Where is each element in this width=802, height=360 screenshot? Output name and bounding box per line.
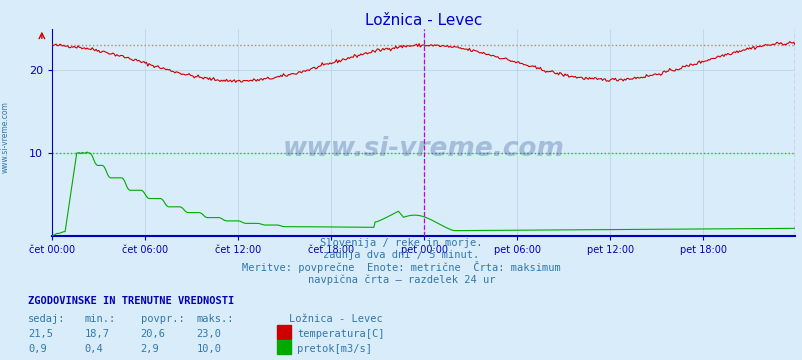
Text: temperatura[C]: temperatura[C]	[297, 329, 384, 339]
Text: min.:: min.:	[84, 314, 115, 324]
Text: ZGODOVINSKE IN TRENUTNE VREDNOSTI: ZGODOVINSKE IN TRENUTNE VREDNOSTI	[28, 296, 234, 306]
Text: Slovenija / reke in morje.: Slovenija / reke in morje.	[320, 238, 482, 248]
Text: www.si-vreme.com: www.si-vreme.com	[1, 101, 10, 173]
Text: 20,6: 20,6	[140, 329, 165, 339]
Text: povpr.:: povpr.:	[140, 314, 184, 324]
Text: Meritve: povprečne  Enote: metrične  Črta: maksimum: Meritve: povprečne Enote: metrične Črta:…	[242, 261, 560, 273]
Text: navpična črta – razdelek 24 ur: navpična črta – razdelek 24 ur	[307, 275, 495, 285]
Text: 23,0: 23,0	[196, 329, 221, 339]
Text: Ložnica - Levec: Ložnica - Levec	[289, 314, 383, 324]
Text: www.si-vreme.com: www.si-vreme.com	[282, 136, 564, 162]
Text: 21,5: 21,5	[28, 329, 53, 339]
Text: 10,0: 10,0	[196, 344, 221, 354]
Text: sedaj:: sedaj:	[28, 314, 66, 324]
Text: maks.:: maks.:	[196, 314, 234, 324]
Text: 2,9: 2,9	[140, 344, 159, 354]
Title: Ložnica - Levec: Ložnica - Levec	[364, 13, 482, 28]
Text: 0,9: 0,9	[28, 344, 47, 354]
Text: 0,4: 0,4	[84, 344, 103, 354]
Text: 18,7: 18,7	[84, 329, 109, 339]
Text: pretok[m3/s]: pretok[m3/s]	[297, 344, 371, 354]
Text: zadnja dva dni / 5 minut.: zadnja dva dni / 5 minut.	[323, 250, 479, 260]
